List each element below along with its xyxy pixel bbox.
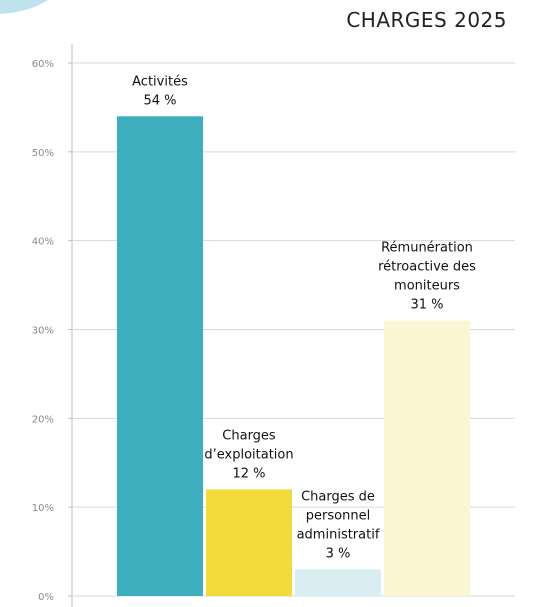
bar-value-label: 54 % xyxy=(143,93,176,108)
bar-category-label: rétroactive des xyxy=(378,260,476,275)
bar xyxy=(295,569,381,596)
y-tick-label: 40% xyxy=(32,237,54,248)
y-tick-label: 20% xyxy=(32,414,54,425)
y-tick-label: 10% xyxy=(32,503,54,514)
bar-value-label: 31 % xyxy=(410,298,443,313)
bar xyxy=(384,320,470,596)
bar-category-label: personnel xyxy=(306,508,370,523)
bar-category-label: moniteurs xyxy=(394,279,460,294)
y-tick-label: 30% xyxy=(32,326,54,337)
bar xyxy=(206,489,292,596)
data-labels: Activités 54 % Charges d’exploitation 12 % Ch… xyxy=(132,74,476,561)
bar-category-label: Charges xyxy=(222,428,276,443)
chart-title: CHARGES 2025 xyxy=(346,8,507,32)
y-tick-label: 50% xyxy=(32,148,54,159)
bar-category-label: d’exploitation xyxy=(204,447,293,462)
bar-value-label: 3 % xyxy=(326,546,351,561)
bars xyxy=(117,116,470,597)
bar-value-label: 12 % xyxy=(232,466,265,481)
bar xyxy=(117,116,203,597)
bar-category-label: Activités xyxy=(132,74,188,89)
y-tick-label: 60% xyxy=(32,59,54,70)
corner-decoration xyxy=(0,0,60,14)
y-tick-label: 0% xyxy=(38,592,54,603)
bar-category-label: Charges de xyxy=(301,489,375,504)
bar-category-label: administratif xyxy=(297,527,380,542)
bar-category-label: Rémunération xyxy=(381,241,473,256)
y-axis-ticks: 0% 10% 20% 30% 40% 50% 60% xyxy=(32,59,72,603)
